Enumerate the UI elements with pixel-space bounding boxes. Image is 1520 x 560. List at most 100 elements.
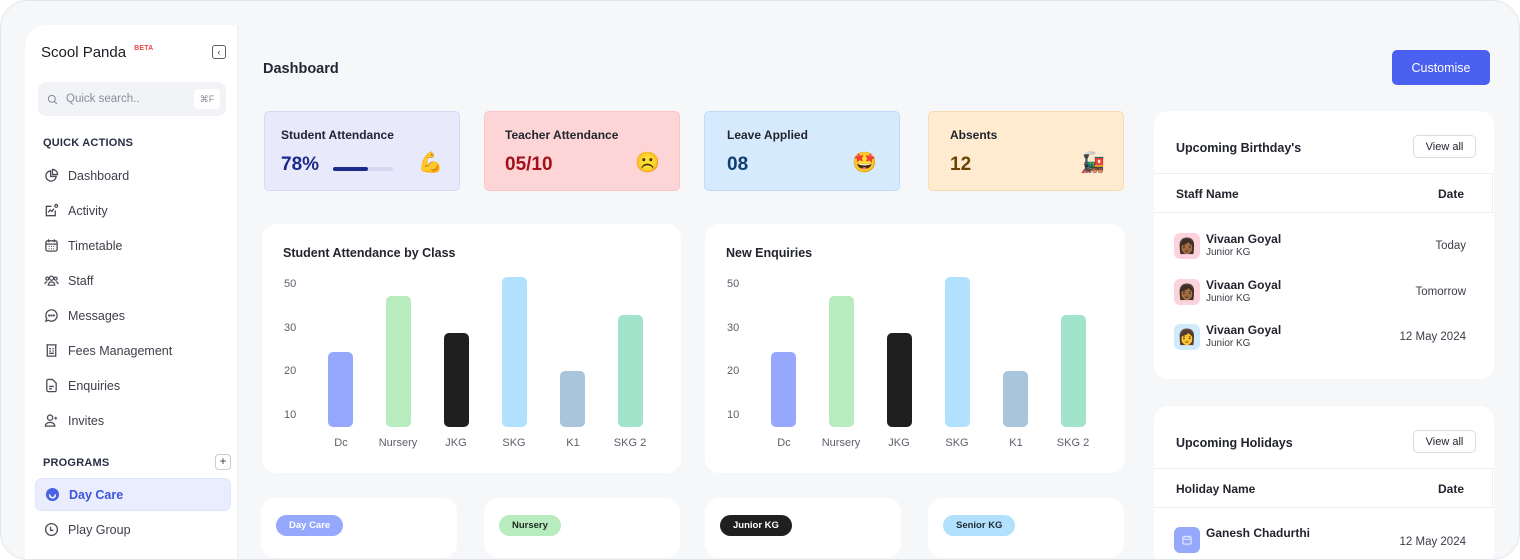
staff-class: Junior KG	[1206, 338, 1251, 349]
program-pill: Junior KG	[720, 515, 792, 536]
panel-title: Upcoming Holidays	[1176, 436, 1293, 450]
x-label: SKG 2	[1056, 437, 1090, 449]
quick-search-input[interactable]: Quick search.. ⌘F	[38, 82, 226, 116]
sidebar-item-label: Activity	[68, 203, 108, 218]
y-tick: 30	[727, 322, 740, 334]
avatar: 👩🏾	[1174, 233, 1200, 259]
sidebar-item-activity[interactable]: Activity	[35, 194, 231, 227]
birthday-date: Tomorrow	[1415, 286, 1466, 298]
sidebar-item-fees-management[interactable]: Fees Management	[35, 334, 231, 367]
column-holiday-name: Holiday Name	[1176, 482, 1256, 496]
star-struck-icon: 🤩	[852, 152, 877, 174]
staff-name: Vivaan Goyal	[1206, 278, 1282, 292]
bar-dc[interactable]	[328, 352, 353, 427]
x-label: Dc	[777, 437, 791, 449]
calendar-icon	[43, 238, 59, 254]
bar-skg-2[interactable]	[618, 315, 643, 427]
bar-dc[interactable]	[771, 352, 796, 427]
program-pill: Senior KG	[943, 515, 1016, 536]
chat-bubble-icon	[43, 308, 59, 324]
sidebar-item-staff[interactable]: Staff	[35, 264, 231, 297]
bar-jkg[interactable]	[887, 333, 912, 427]
bar-nursery[interactable]	[829, 296, 854, 427]
y-tick: 30	[284, 322, 297, 334]
y-tick: 20	[727, 365, 740, 377]
chart-student-attendance-by-class: Student Attendance by Class 50 30 20 10 …	[262, 224, 681, 473]
avatar: 👩🏾	[1174, 279, 1200, 305]
chart-title: Student Attendance by Class	[283, 246, 456, 260]
stat-card-absents[interactable]: Absents 12 🚂	[928, 111, 1124, 191]
bar-k1[interactable]	[1003, 371, 1028, 427]
staff-name: Vivaan Goyal	[1206, 232, 1282, 246]
bar-skg-2[interactable]	[1061, 315, 1086, 427]
upcoming-birthdays-panel: Upcoming Birthday's View all Staff Name …	[1154, 111, 1494, 379]
x-label: JKG	[445, 437, 467, 449]
document-icon	[43, 378, 59, 394]
x-label: SKG	[945, 437, 969, 449]
quick-actions-label: QUICK ACTIONS	[43, 137, 134, 149]
x-label: Dc	[334, 437, 348, 449]
bar-skg[interactable]	[945, 277, 970, 427]
users-icon	[43, 273, 59, 289]
search-shortcut: ⌘F	[194, 89, 220, 109]
add-program-button[interactable]: +	[215, 454, 231, 470]
stat-title: Teacher Attendance	[505, 128, 619, 142]
brand-name: Scool Panda	[41, 44, 127, 61]
sidebar-item-label: Messages	[68, 308, 125, 323]
program-card-junior-kg[interactable]: Junior KG	[705, 498, 901, 558]
column-date: Date	[1437, 187, 1464, 201]
sidebar-item-messages[interactable]: Messages	[35, 299, 231, 332]
sidebar-item-timetable[interactable]: Timetable	[35, 229, 231, 262]
search-placeholder: Quick search..	[66, 93, 140, 105]
bar-nursery[interactable]	[386, 296, 411, 427]
table-header: Holiday Name Date	[1154, 468, 1493, 508]
programs-label: PROGRAMS	[43, 457, 110, 469]
sidebar-program-day-care[interactable]: Day Care	[35, 478, 231, 511]
avatar: 👩	[1174, 324, 1200, 350]
column-date: Date	[1437, 482, 1464, 496]
birthdays-view-all-button[interactable]: View all	[1413, 135, 1476, 158]
birthday-row[interactable]: 👩🏾 Vivaan Goyal Junior KG Today	[1174, 232, 1466, 260]
locomotive-icon: 🚂	[1080, 152, 1105, 174]
x-label: Nursery	[821, 437, 861, 449]
sidebar-item-enquiries[interactable]: Enquiries	[35, 369, 231, 402]
chevron-left-icon: ‹	[217, 46, 221, 57]
smile-icon	[44, 487, 60, 503]
customise-button[interactable]: Customise	[1392, 50, 1490, 85]
pie-chart-icon	[43, 168, 59, 184]
y-tick: 10	[284, 409, 297, 421]
x-label: SKG	[502, 437, 526, 449]
stat-card-student-attendance[interactable]: Student Attendance 78% 💪	[264, 111, 460, 191]
birthday-row[interactable]: 👩🏾 Vivaan Goyal Junior KG Tomorrow	[1174, 278, 1466, 306]
calendar-icon	[1174, 527, 1200, 553]
brand: Scool Panda BETA	[41, 44, 153, 61]
program-card-day-care[interactable]: Day Care	[261, 498, 457, 558]
stat-card-teacher-attendance[interactable]: Teacher Attendance 05/10 ☹️	[484, 111, 680, 191]
collapse-sidebar-button[interactable]: ‹	[212, 45, 226, 59]
y-tick: 50	[727, 278, 740, 290]
holidays-view-all-button[interactable]: View all	[1413, 430, 1476, 453]
page-title: Dashboard	[263, 61, 339, 77]
sidebar-item-invites[interactable]: Invites	[35, 404, 231, 437]
upcoming-holidays-panel: Upcoming Holidays View all Holiday Name …	[1154, 406, 1494, 559]
frowning-face-icon: ☹️	[635, 152, 660, 174]
y-tick: 50	[284, 278, 297, 290]
stat-value: 08	[727, 154, 749, 175]
birthday-row[interactable]: 👩 Vivaan Goyal Junior KG 12 May 2024	[1174, 323, 1466, 351]
x-label: JKG	[888, 437, 910, 449]
program-card-nursery[interactable]: Nursery	[484, 498, 680, 558]
stat-card-leave-applied[interactable]: Leave Applied 08 🤩	[704, 111, 900, 191]
bar-jkg[interactable]	[444, 333, 469, 427]
staff-name: Vivaan Goyal	[1206, 323, 1282, 337]
sidebar-item-dashboard[interactable]: Dashboard	[35, 159, 231, 192]
staff-class: Junior KG	[1206, 247, 1251, 258]
program-label: Play Group	[68, 522, 131, 537]
x-label: K1	[566, 437, 580, 449]
sidebar-program-play-group[interactable]: Play Group	[35, 513, 231, 546]
bar-skg[interactable]	[502, 277, 527, 427]
holiday-row[interactable]: Ganesh Chadurthi 12 May 2024	[1174, 526, 1466, 554]
x-label: Nursery	[378, 437, 418, 449]
bar-k1[interactable]	[560, 371, 585, 427]
program-card-senior-kg[interactable]: Senior KG	[928, 498, 1124, 558]
